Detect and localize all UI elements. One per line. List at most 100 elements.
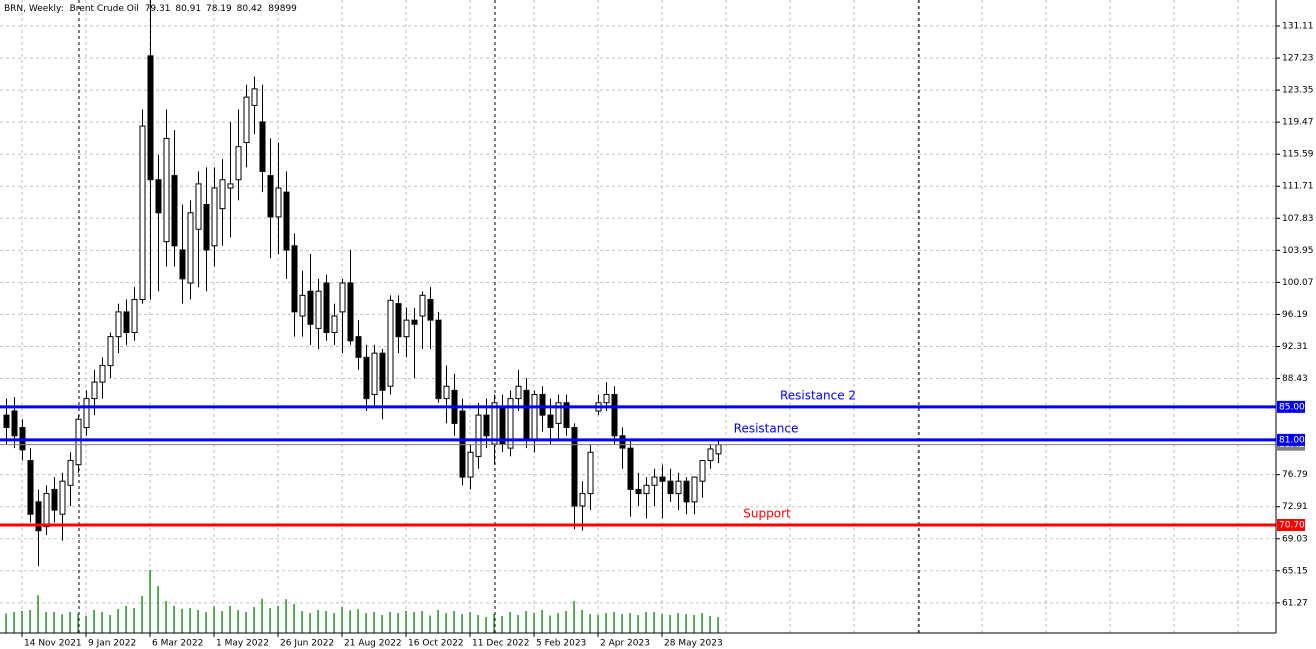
volume-bar: [349, 610, 351, 633]
candle-body: [3, 414, 10, 429]
candle-body: [675, 480, 682, 495]
volume-bar: [485, 616, 487, 633]
candle-body: [363, 356, 370, 400]
candle-body: [187, 212, 194, 284]
y-tick-label: 103.95: [1282, 246, 1314, 256]
volume-bar: [445, 613, 447, 633]
x-tick-label: 1 May 2022: [216, 639, 269, 649]
candle-body: [619, 435, 626, 449]
volume-bar: [557, 613, 559, 633]
y-tick-label: 115.59: [1282, 150, 1314, 160]
volume-bar: [229, 605, 231, 633]
volume-bar: [141, 595, 143, 633]
x-tick-label: 11 Dec 2022: [472, 639, 530, 649]
volume-bar: [261, 598, 263, 633]
volume-bar: [533, 613, 535, 633]
volume-bar: [405, 610, 407, 633]
level-name: Resistance: [734, 421, 799, 435]
candle-body: [579, 493, 586, 507]
volume-bar: [85, 615, 87, 633]
y-tick-label: 88.43: [1282, 374, 1308, 384]
volume-bar: [309, 613, 311, 633]
volume-bar: [701, 613, 703, 633]
volume-bar: [109, 615, 111, 633]
volume-bar: [541, 609, 543, 633]
candle-body: [715, 444, 722, 455]
candle-body: [539, 393, 546, 416]
volume-bar: [29, 609, 31, 633]
candle-body: [227, 183, 234, 189]
volume-bar: [629, 613, 631, 633]
volume-bar: [365, 613, 367, 633]
candle-body: [507, 398, 514, 449]
volume-bar: [669, 615, 671, 633]
volume-bar: [317, 609, 319, 633]
candle-body: [707, 448, 714, 462]
candle-body: [387, 299, 394, 387]
volume-bar: [677, 613, 679, 633]
y-tick-label: 72.91: [1282, 502, 1308, 512]
volume-bar: [245, 612, 247, 633]
x-tick-label: 2 Apr 2023: [600, 639, 650, 649]
candle-body: [667, 480, 674, 495]
x-tick-label: 9 Jan 2022: [88, 639, 136, 649]
volume-bar: [549, 615, 551, 633]
volume-bar: [357, 609, 359, 633]
x-tick-label: 26 Jun 2022: [280, 639, 334, 649]
volume-bar: [341, 607, 343, 633]
volume-bar: [37, 595, 39, 633]
volume-bar: [573, 600, 575, 633]
candle-body: [355, 336, 362, 358]
volume-bar: [581, 609, 583, 633]
candle-body: [643, 484, 650, 495]
y-tick-label: 107.83: [1282, 214, 1314, 224]
candle-body: [635, 488, 642, 495]
volume-bar: [525, 610, 527, 633]
candle-body: [11, 410, 18, 437]
y-tick-label: 111.71: [1282, 182, 1314, 192]
candle-body: [123, 311, 130, 334]
volume-bar: [605, 613, 607, 633]
volume-bar: [269, 608, 271, 633]
candle-body: [131, 298, 138, 334]
volume-bar: [237, 610, 239, 633]
volume-bar: [637, 615, 639, 633]
volume-bar: [69, 612, 71, 633]
volume-bar: [709, 616, 711, 633]
x-tick-label: 6 Mar 2022: [152, 639, 203, 649]
candle-body: [411, 319, 418, 325]
candle-body: [99, 365, 106, 383]
volume-bar: [45, 612, 47, 633]
volume-bar: [597, 615, 599, 633]
volume-bar: [565, 610, 567, 633]
volume-bar: [501, 615, 503, 633]
volume-bar: [389, 612, 391, 633]
volume-bar: [101, 612, 103, 633]
volume-bar: [397, 613, 399, 633]
high-value: 80.91: [175, 4, 201, 14]
symbol: BRN, Weekly:: [4, 4, 64, 14]
volume-bar: [517, 615, 519, 633]
x-tick-label: 16 Oct 2022: [408, 639, 464, 649]
volume-bar: [165, 600, 167, 633]
volume-layer: [5, 570, 719, 633]
y-tick-label: 61.27: [1282, 598, 1308, 608]
volume-bar: [661, 613, 663, 633]
volume-bar: [277, 605, 279, 633]
candle-body: [395, 303, 402, 338]
candle-body: [651, 476, 658, 486]
header: BRN, Weekly: Brent Crude Oil 79.31 80.91…: [4, 4, 297, 14]
volume-bar: [293, 603, 295, 633]
candle-body: [163, 137, 170, 243]
y-tick-label: 100.07: [1282, 278, 1314, 288]
candle-body: [75, 418, 82, 466]
volume-bar: [301, 610, 303, 633]
candle-body: [339, 282, 346, 313]
candle-body: [91, 381, 98, 400]
candle-body: [443, 385, 450, 400]
candle-body: [563, 402, 570, 429]
candle-body: [379, 352, 386, 391]
volume-bar: [53, 612, 55, 633]
